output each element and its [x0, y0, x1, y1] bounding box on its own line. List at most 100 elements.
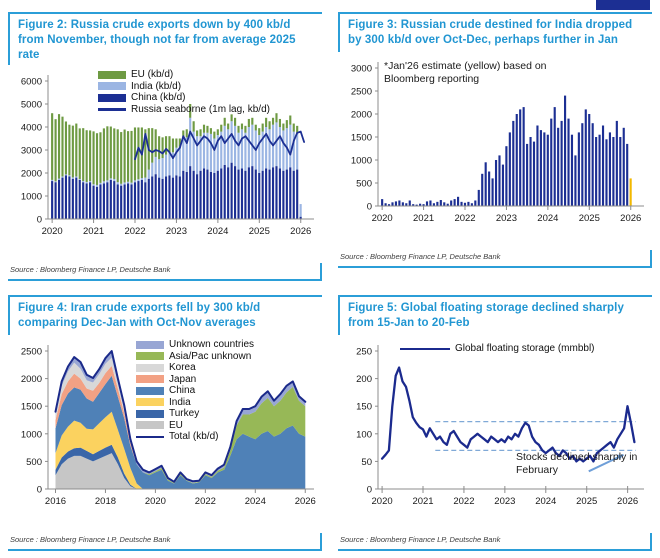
- legend-swatch: [136, 352, 164, 361]
- svg-text:3000: 3000: [21, 146, 42, 157]
- svg-text:2021: 2021: [83, 226, 104, 237]
- svg-text:5000: 5000: [21, 100, 42, 111]
- figure-4-title: Figure 4: Iran crude exports fell by 300…: [8, 295, 322, 335]
- figures-grid: Figure 2: Russia crude exports down by 4…: [8, 12, 652, 551]
- svg-text:2026: 2026: [617, 496, 638, 507]
- figure-2-chart: 0 1000 2000 3000 4000 5000 6000 2020 2021 2022 202…: [21, 75, 314, 237]
- figure-4-source: Source : Bloomberg Finance LP, Deutsche …: [8, 533, 322, 551]
- svg-text:2024: 2024: [245, 496, 266, 507]
- svg-text:2024: 2024: [537, 213, 558, 224]
- svg-text:2025: 2025: [249, 226, 270, 237]
- svg-text:2020: 2020: [372, 213, 393, 224]
- figure-3-chart: 0 500 1000 1500 2000 2500 3000 2020 2021 2022 2023…: [351, 62, 644, 224]
- figure-5-title: Figure 5: Global floating storage declin…: [338, 295, 652, 335]
- legend-item: EU: [136, 420, 254, 432]
- svg-text:2016: 2016: [45, 496, 66, 507]
- svg-text:2024: 2024: [535, 496, 556, 507]
- legend-swatch: [136, 409, 164, 418]
- chart-annotation: Stocks declined sharply in February: [516, 451, 638, 476]
- figure-2-chart-area: 0 1000 2000 3000 4000 5000 6000 2020 2021 2022 202…: [8, 69, 322, 251]
- legend-swatch: [98, 70, 126, 79]
- legend-label: China: [169, 385, 196, 397]
- svg-text:2026: 2026: [295, 496, 316, 507]
- svg-text:1000: 1000: [21, 429, 42, 440]
- legend-swatch: [136, 375, 164, 384]
- svg-text:2000: 2000: [21, 169, 42, 180]
- figure-2-panel: Figure 2: Russia crude exports down by 4…: [8, 12, 322, 281]
- svg-text:2021: 2021: [412, 496, 433, 507]
- chart-legend: EU (kb/d) India (kb/d) China (kb/d) Russia …: [98, 69, 270, 115]
- legend-swatch: [136, 435, 164, 438]
- figure-5-chart-area: 0 50 100 150 200 250 2020 2021 2022 2023 2024 2025 2…: [338, 339, 652, 521]
- figure-3-title: Figure 3: Russian crude destined for Ind…: [338, 12, 652, 52]
- chart-legend: Unknown countries Asia/Pac unknown Korea Ja…: [136, 339, 254, 443]
- svg-text:2020: 2020: [42, 226, 63, 237]
- svg-text:2025: 2025: [576, 496, 597, 507]
- legend-item: China (kb/d): [98, 92, 270, 104]
- svg-text:0: 0: [37, 485, 42, 496]
- svg-text:2024: 2024: [207, 226, 228, 237]
- svg-text:2000: 2000: [351, 110, 372, 121]
- legend-item: Russia seaborne (1m lag, kb/d): [98, 104, 270, 116]
- svg-text:2020: 2020: [145, 496, 166, 507]
- svg-text:200: 200: [356, 374, 372, 385]
- chart-note: *Jan'26 estimate (yellow) based on Bloom…: [384, 60, 547, 85]
- legend-swatch: [98, 82, 126, 91]
- legend-item: India: [136, 397, 254, 409]
- legend-label: Global floating storage (mmbbl): [455, 343, 595, 355]
- svg-text:2023: 2023: [494, 496, 515, 507]
- figure-3-panel: Figure 3: Russian crude destined for Ind…: [338, 12, 652, 281]
- svg-text:2025: 2025: [579, 213, 600, 224]
- figure-4-chart-area: 0 500 1000 1500 2000 2500 2016 2018 2020 2022 2024…: [8, 339, 322, 521]
- legend-label: Japan: [169, 373, 197, 385]
- svg-text:2021: 2021: [413, 213, 434, 224]
- svg-text:1000: 1000: [21, 192, 42, 203]
- legend-label: Russia seaborne (1m lag, kb/d): [131, 103, 270, 115]
- svg-text:2023: 2023: [496, 213, 517, 224]
- legend-item: India (kb/d): [98, 81, 270, 93]
- chart-legend: Global floating storage (mmbbl): [400, 343, 595, 355]
- legend-label: India (kb/d): [131, 80, 182, 92]
- svg-text:1000: 1000: [351, 156, 372, 167]
- figure-5-chart: 0 50 100 150 200 250 2020 2021 2022 2023 2024 2025 2…: [356, 345, 644, 507]
- svg-text:2026: 2026: [290, 226, 311, 237]
- svg-text:2020: 2020: [372, 496, 393, 507]
- legend-swatch: [136, 398, 164, 407]
- figure-5-source: Source : Bloomberg Finance LP, Deutsche …: [338, 533, 652, 551]
- legend-swatch: [136, 421, 164, 430]
- figure-3-chart-area: 0 500 1000 1500 2000 2500 3000 2020 2021 2022 2023…: [338, 56, 652, 238]
- svg-text:4000: 4000: [21, 123, 42, 134]
- legend-label: EU (kb/d): [131, 69, 174, 81]
- svg-text:50: 50: [361, 457, 372, 468]
- legend-item: Global floating storage (mmbbl): [400, 343, 595, 355]
- figure-2-source: Source : Bloomberg Finance LP, Deutsche …: [8, 263, 322, 281]
- svg-text:2500: 2500: [21, 347, 42, 358]
- legend-item: China: [136, 385, 254, 397]
- legend-item: EU (kb/d): [98, 69, 270, 81]
- svg-text:150: 150: [356, 402, 372, 413]
- legend-swatch: [136, 340, 164, 349]
- legend-swatch: [98, 93, 126, 102]
- svg-text:0: 0: [367, 485, 372, 496]
- svg-text:2022: 2022: [454, 213, 475, 224]
- legend-label: China (kb/d): [131, 92, 186, 104]
- legend-label: Turkey: [169, 408, 200, 420]
- legend-swatch: [400, 347, 450, 350]
- svg-text:1500: 1500: [21, 402, 42, 413]
- legend-item: Japan: [136, 374, 254, 386]
- svg-text:3000: 3000: [351, 64, 372, 75]
- figure-4-chart: 0 500 1000 1500 2000 2500 2016 2018 2020 2022 2024…: [21, 345, 316, 507]
- svg-text:2022: 2022: [195, 496, 216, 507]
- legend-label: Asia/Pac unknown: [169, 350, 252, 362]
- svg-text:250: 250: [356, 347, 372, 358]
- legend-label: India: [169, 396, 191, 408]
- svg-text:2026: 2026: [620, 213, 641, 224]
- legend-item: Total (kb/d): [136, 431, 254, 443]
- svg-text:500: 500: [26, 457, 42, 468]
- figure-4-panel: Figure 4: Iran crude exports fell by 300…: [8, 295, 322, 551]
- legend-label: EU: [169, 419, 183, 431]
- svg-text:6000: 6000: [21, 77, 42, 88]
- svg-text:0: 0: [367, 202, 372, 213]
- legend-label: Korea: [169, 362, 196, 374]
- legend-item: Turkey: [136, 408, 254, 420]
